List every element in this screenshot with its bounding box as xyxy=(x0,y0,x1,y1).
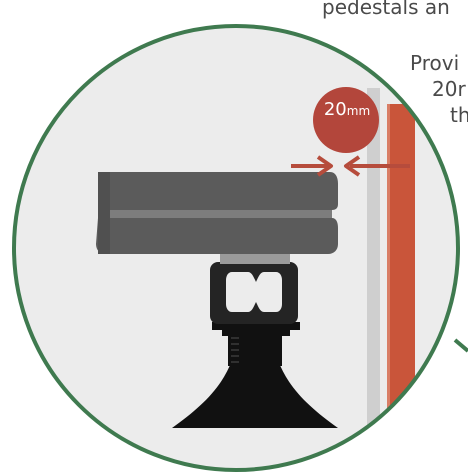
pedestal-collar xyxy=(212,322,300,336)
pedestal-base xyxy=(172,360,338,428)
wall-grey-layer xyxy=(367,88,380,470)
background-text-line-4: th xyxy=(450,103,468,127)
gap-badge-unit: mm xyxy=(346,104,371,118)
background-text-line-2: Provi xyxy=(410,51,460,75)
decking-board-end xyxy=(98,172,110,254)
decking-board-bottom xyxy=(96,218,338,254)
background-text-line-1: pedestals an xyxy=(322,0,450,19)
pedestal-head-window xyxy=(226,272,282,312)
decking-board-groove xyxy=(104,210,332,218)
gap-badge-label: 20mm xyxy=(312,99,382,122)
right-arrow-icon xyxy=(291,155,333,177)
decking-board-top xyxy=(98,172,338,210)
left-arrow-icon xyxy=(344,155,410,177)
connector-line xyxy=(453,338,468,353)
gap-badge xyxy=(313,87,379,153)
gap-badge-value: 20 xyxy=(323,99,347,120)
wall-orange-layer xyxy=(387,104,415,470)
pedestal-support-plate xyxy=(220,252,290,264)
diagram-circle-border xyxy=(12,24,460,472)
background-text-line-3: 20r xyxy=(432,77,466,101)
wall-orange-highlight xyxy=(387,104,390,470)
